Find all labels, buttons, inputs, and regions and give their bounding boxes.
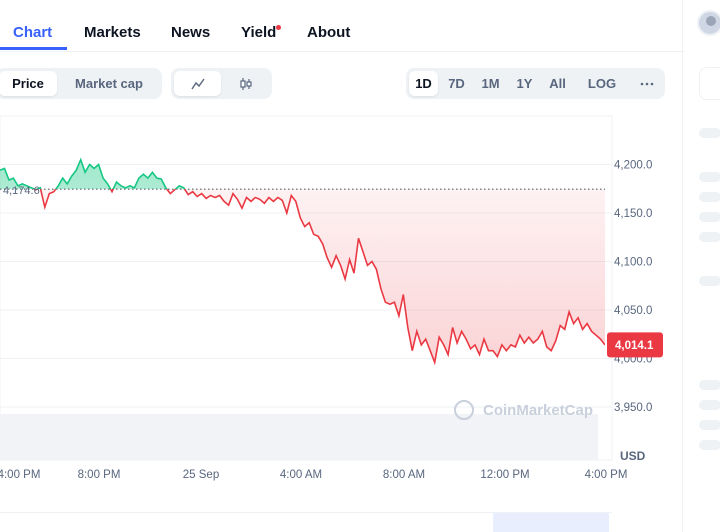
- chart-style-toggle: [171, 68, 272, 99]
- sidebar-placeholder: [699, 172, 720, 182]
- tab-chart[interactable]: Chart: [13, 24, 53, 41]
- x-tick-label: 4:00 PM: [0, 469, 40, 481]
- market-cap-option[interactable]: Market cap: [75, 76, 143, 91]
- sidebar-placeholder: [699, 380, 720, 390]
- price-line-up: [0, 157, 186, 190]
- y-tick-label: 4,150.0: [614, 208, 652, 220]
- active-tab-indicator: [0, 47, 67, 50]
- reference-price-label: 4,174.6: [3, 185, 40, 197]
- sidebar-widget: [699, 67, 720, 100]
- tab-news[interactable]: News: [171, 24, 211, 41]
- y-tick-label: 4,050.0: [614, 305, 652, 317]
- range-1m[interactable]: 1M: [481, 76, 500, 91]
- log-scale-toggle[interactable]: LOG: [587, 76, 617, 91]
- currency-unit: USD: [620, 449, 646, 463]
- sidebar-placeholder: [699, 440, 720, 450]
- y-tick-label: 4,100.0: [614, 257, 652, 269]
- range-navigator[interactable]: [0, 512, 612, 532]
- x-tick-label: 25 Sep: [183, 469, 219, 481]
- candlestick-icon[interactable]: [222, 71, 269, 96]
- sidebar-placeholder: [699, 400, 720, 410]
- green-area-fill: [0, 159, 605, 190]
- x-tick-label: 12:00 PM: [480, 469, 529, 481]
- volume-area: [0, 414, 598, 460]
- line-chart-icon[interactable]: [174, 71, 221, 96]
- right-sidebar: [682, 0, 720, 532]
- tab-yield[interactable]: Yield: [241, 24, 277, 41]
- avatar[interactable]: [697, 10, 720, 36]
- price-line-down: [32, 189, 605, 366]
- sidebar-placeholder: [699, 192, 720, 202]
- range-all[interactable]: All: [549, 76, 566, 91]
- watermark: CoinMarketCap: [454, 400, 593, 420]
- x-tick-label: 8:00 AM: [383, 469, 425, 481]
- current-price-label: 4,014.1: [615, 340, 654, 352]
- x-tick-label: 4:00 PM: [585, 469, 628, 481]
- sidebar-placeholder: [699, 128, 720, 138]
- more-horizontal-icon[interactable]: [631, 71, 662, 96]
- sidebar-placeholder: [699, 276, 720, 286]
- tab-markets[interactable]: Markets: [84, 24, 141, 41]
- range-1y[interactable]: 1Y: [516, 76, 533, 91]
- x-tick-label: 8:00 PM: [78, 469, 121, 481]
- range-1d[interactable]: 1D: [409, 71, 438, 96]
- price-option[interactable]: Price: [0, 71, 57, 96]
- sidebar-placeholder: [699, 212, 720, 222]
- sidebar-placeholder: [699, 420, 720, 430]
- range-toggle: 1D 7D 1M 1Y All LOG: [406, 68, 665, 99]
- coinmarketcap-logo-icon: [454, 400, 474, 420]
- watermark-label: CoinMarketCap: [483, 402, 593, 419]
- price-chart[interactable]: CoinMarketCap 4,174.6 4,200.0 4,150.0 4,10…: [0, 0, 682, 532]
- metric-toggle: Price Market cap: [0, 68, 162, 99]
- tab-about[interactable]: About: [307, 24, 351, 41]
- current-price-badge: [607, 332, 663, 358]
- x-tick-label: 4:00 AM: [280, 469, 322, 481]
- sidebar-placeholder: [699, 232, 720, 242]
- top-navigation: Chart Markets News Yield About: [0, 0, 685, 52]
- range-7d[interactable]: 7D: [448, 76, 465, 91]
- y-tick-label: 3,950.0: [614, 402, 652, 414]
- red-area-fill: [34, 189, 605, 363]
- range-navigator-selection[interactable]: [493, 513, 609, 532]
- y-tick-label: 4,200.0: [614, 160, 652, 172]
- yield-notification-dot: [276, 25, 281, 30]
